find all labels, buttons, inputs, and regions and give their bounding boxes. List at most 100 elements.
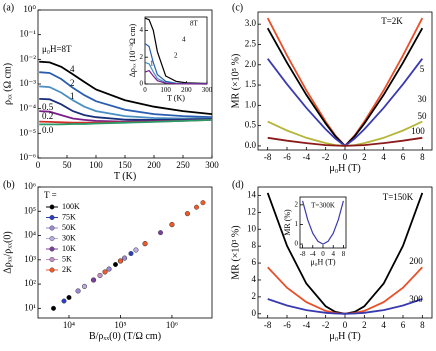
plot-frame (144, 16, 208, 85)
curve-label: 100 (411, 126, 425, 136)
legend-label: 5K (62, 254, 72, 263)
panel-label: (d) (232, 179, 244, 190)
curve-label: 30 (418, 94, 428, 104)
data-line (39, 119, 213, 126)
y-tick-label: 4 (140, 26, 144, 34)
x-tick-label: 100 (160, 86, 171, 94)
y-tick-label: 2 (140, 53, 144, 61)
y-tick-label: 2 (295, 200, 299, 208)
data-line (39, 71, 213, 119)
data-point (66, 294, 72, 300)
x-axis-label: μ₀H (T) (310, 258, 335, 267)
x-tick-label: 8 (342, 250, 346, 258)
y-tick-label: 10⁰ (23, 4, 36, 14)
y-tick-label: 6 (252, 257, 257, 267)
data-point (97, 272, 103, 278)
data-line (39, 85, 212, 120)
data-point (194, 204, 200, 210)
x-tick-label: -6 (283, 320, 291, 330)
data-point (200, 200, 206, 206)
annotation: T=300K (311, 202, 335, 210)
x-tick-label: 2 (362, 152, 367, 162)
y-tick-label: 4 (252, 274, 257, 284)
y-tick-label: 0 (140, 80, 144, 88)
y-tick-label: 12 (247, 206, 256, 216)
legend-label: 10K (62, 244, 76, 253)
legend-marker (49, 204, 55, 210)
panel-label: (c) (232, 2, 243, 13)
curve-label: 0.2 (42, 111, 53, 121)
data-point (106, 266, 112, 272)
y-tick-label: 0 (252, 308, 257, 318)
x-axis-label: B/ρₓₓ(0) (T/Ω cm) (89, 331, 161, 342)
x-axis-label: T (K) (167, 94, 185, 103)
x-tick-label: -8 (264, 152, 272, 162)
y-tick-label: 2.0 (245, 59, 257, 69)
y-tick-label: 10¹ (24, 302, 36, 312)
data-point (102, 269, 108, 275)
curve-label: 4 (182, 36, 186, 44)
legend-marker (49, 246, 55, 252)
x-axis-label: μ₀H (T) (329, 331, 360, 342)
y-tick-label: 10⁻² (20, 53, 37, 63)
data-point (75, 288, 81, 294)
data-point (117, 258, 123, 264)
data-line (302, 200, 344, 245)
data-point (142, 241, 148, 247)
x-tick-label: 4 (381, 320, 386, 330)
y-tick-label: 10⁴ (24, 230, 36, 240)
y-tick-label: 1 (295, 220, 299, 228)
x-tick-label: 6 (401, 320, 406, 330)
curve-label: 300 (409, 294, 423, 304)
x-tick-label: 10⁶ (166, 320, 178, 330)
y-axis-label: MR (%) (283, 209, 292, 236)
x-axis-label: μ₀H (T) (329, 163, 360, 174)
y-tick-label: 10⁻⁴ (19, 103, 36, 113)
legend-label: 2K (62, 265, 72, 274)
legend-marker (49, 267, 55, 273)
data-point (158, 230, 164, 236)
x-tick-label: 4 (331, 250, 335, 258)
y-axis-label: ρₓₓ (Ω cm) (2, 63, 13, 105)
legend-label: 30K (62, 233, 76, 242)
x-tick-label: 0 (343, 320, 348, 330)
x-tick-label: 0 (143, 86, 147, 94)
y-tick-label: 10² (24, 278, 36, 288)
panel-label: (b) (3, 179, 15, 190)
x-tick-label: 50 (63, 160, 73, 170)
x-tick-label: 0 (343, 152, 348, 162)
x-tick-label: 10⁵ (114, 320, 126, 330)
y-axis-label: Δρₓₓ/ρₓₓ(0) (2, 231, 13, 273)
curve-label: 0.5 (42, 102, 54, 112)
y-tick-label: 0 (295, 240, 299, 248)
x-tick-label: 8 (420, 320, 425, 330)
x-tick-label: -2 (322, 152, 330, 162)
x-tick-label: -8 (300, 250, 306, 258)
plot-frame (257, 11, 433, 151)
plot-frame (299, 196, 347, 249)
curve-label: 50 (418, 111, 428, 121)
curve-label: μ₀H=8T (42, 44, 72, 54)
data-point (133, 247, 139, 253)
data-point (112, 262, 118, 268)
legend-marker (49, 235, 55, 241)
data-line (145, 69, 208, 85)
curve-label: 1 (150, 60, 154, 68)
x-tick-label: 150 (118, 160, 132, 170)
x-tick-label: 300 (202, 86, 213, 94)
data-line (39, 98, 213, 121)
x-tick-label: -4 (303, 320, 311, 330)
x-tick-label: -6 (283, 152, 291, 162)
y-tick-label: 10³ (24, 254, 36, 264)
legend-label: 50K (62, 223, 76, 232)
panel-label: (a) (3, 2, 14, 13)
x-tick-label: -8 (264, 320, 272, 330)
y-axis-label: MR (×10³ %) (230, 225, 241, 279)
y-tick-label: 3.0 (245, 18, 257, 28)
data-point (128, 251, 134, 257)
legend-label: 100K (62, 202, 80, 211)
y-tick-label: 10⁻⁶ (19, 152, 36, 162)
curve-label: 1 (70, 91, 75, 101)
data-point (122, 255, 128, 261)
